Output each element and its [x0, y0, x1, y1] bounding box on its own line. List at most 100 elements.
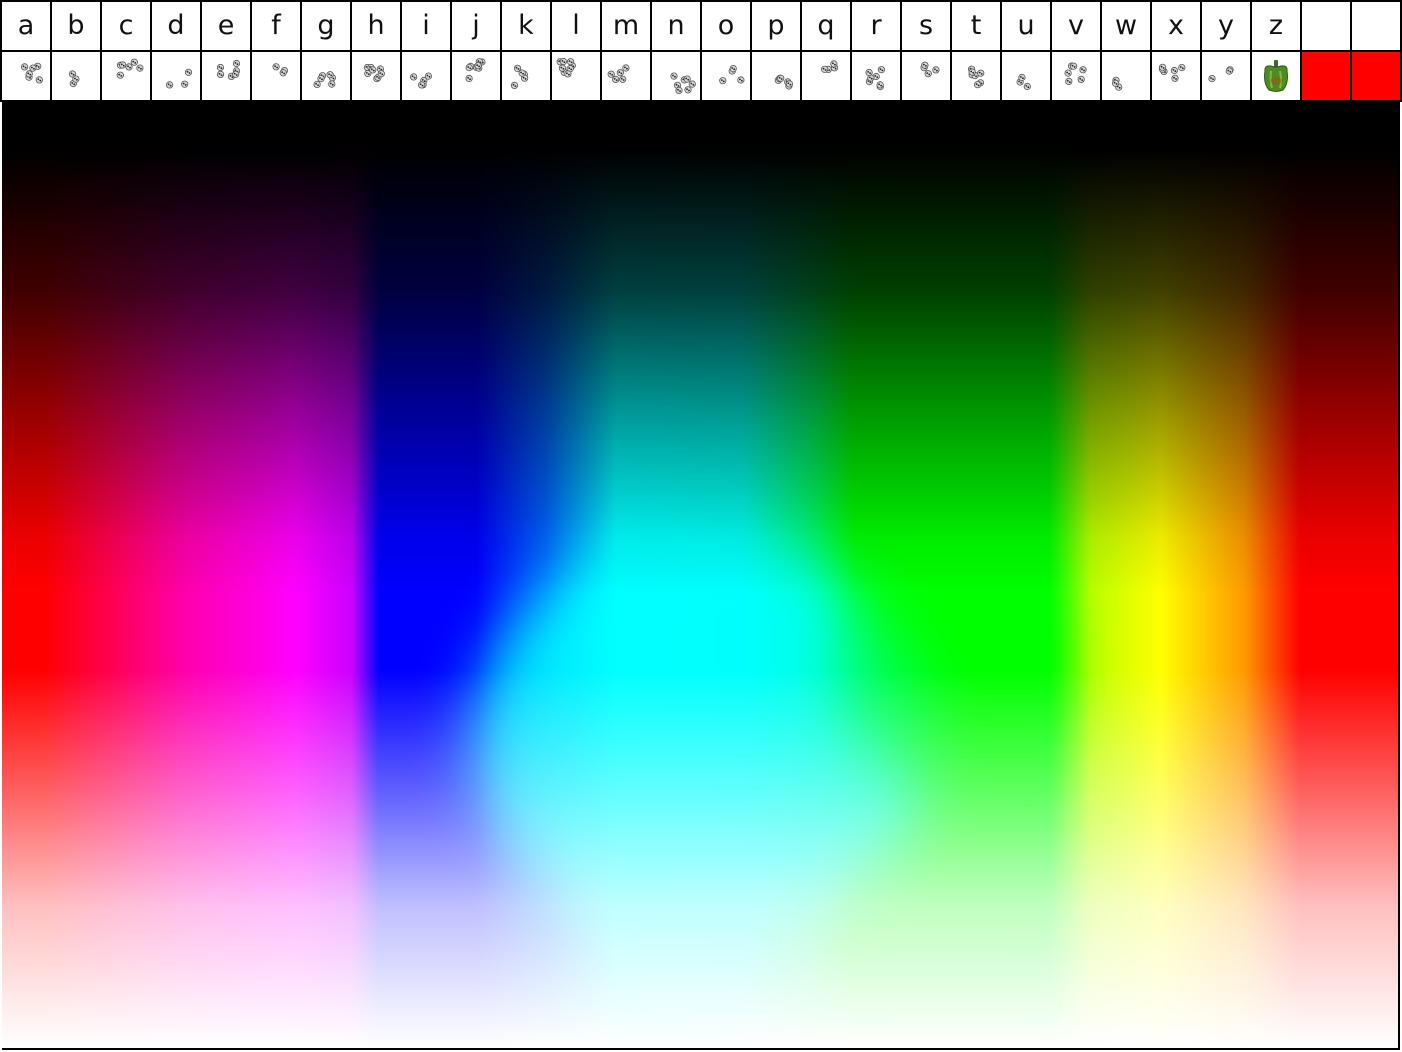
letter-label: y	[1218, 9, 1234, 41]
letter-cell-n[interactable]: n	[652, 2, 702, 52]
red-swatch[interactable]	[1352, 52, 1402, 102]
letter-cell-i[interactable]: i	[402, 2, 452, 52]
glyph-cell[interactable]	[452, 52, 502, 102]
letter-label: e	[217, 9, 235, 41]
glyph-cell[interactable]	[152, 52, 202, 102]
letter-cell-d[interactable]: d	[152, 2, 202, 52]
glyph-cell[interactable]	[352, 52, 402, 102]
glyph-cell[interactable]	[652, 52, 702, 102]
letter-label: w	[1114, 9, 1138, 41]
letter-cell-r[interactable]: r	[852, 2, 902, 52]
glyph-cell[interactable]	[852, 52, 902, 102]
glyph-cell[interactable]	[402, 52, 452, 102]
letter-label: x	[1168, 9, 1184, 41]
glyph-cell[interactable]	[702, 52, 752, 102]
dice-glyph-q	[820, 60, 839, 73]
color-field-canvas[interactable]	[2, 102, 1400, 1050]
letter-cell-w[interactable]: w	[1102, 2, 1152, 52]
letter-cell-a[interactable]: a	[2, 2, 52, 52]
glyph-cell[interactable]	[52, 52, 102, 102]
glyph-cell[interactable]	[1152, 52, 1202, 102]
glyph-cell[interactable]	[202, 52, 252, 102]
empty-cell[interactable]	[1352, 2, 1402, 52]
dice-glyph-d	[166, 68, 193, 89]
pepper-cell[interactable]	[1252, 52, 1302, 102]
red-swatch[interactable]	[1302, 52, 1352, 102]
dice-glyph-r	[865, 66, 885, 91]
letter-cell-p[interactable]: p	[752, 2, 802, 52]
glyph-cell[interactable]	[252, 52, 302, 102]
letter-cell-q[interactable]: q	[802, 2, 852, 52]
dice-glyph-n	[670, 72, 696, 95]
color-gradient-field[interactable]	[2, 102, 1398, 1048]
letter-label: f	[271, 9, 281, 41]
dice-glyph-m	[607, 64, 630, 83]
glyph-cell[interactable]	[902, 52, 952, 102]
glyph-cell[interactable]	[602, 52, 652, 102]
letter-cell-k[interactable]: k	[502, 2, 552, 52]
letter-label: r	[870, 9, 882, 41]
dice-glyph-p	[774, 74, 794, 90]
letter-label: g	[317, 9, 335, 41]
letter-label: a	[17, 9, 35, 41]
glyph-cell[interactable]	[552, 52, 602, 102]
letter-cell-e[interactable]: e	[202, 2, 252, 52]
glyph-cell[interactable]	[1202, 52, 1252, 102]
dice-glyph-u	[1016, 73, 1031, 91]
dice-glyph-c	[116, 58, 144, 79]
dice-glyph-s	[920, 61, 940, 78]
letter-cell-c[interactable]: c	[102, 2, 152, 52]
dice-glyph-v	[1064, 62, 1087, 85]
letter-cell-j[interactable]: j	[452, 2, 502, 52]
letter-label: t	[970, 9, 982, 41]
letter-label: l	[572, 9, 580, 41]
letter-cell-y[interactable]: y	[1202, 2, 1252, 52]
glyph-cell[interactable]	[1002, 52, 1052, 102]
letter-label: h	[367, 9, 385, 41]
glyph-cell[interactable]	[752, 52, 802, 102]
letter-label: u	[1017, 9, 1035, 41]
letter-label: o	[717, 9, 735, 41]
letter-cell-f[interactable]: f	[252, 2, 302, 52]
dice-glyph-y	[1208, 66, 1234, 83]
dice-glyph-t	[968, 65, 985, 89]
letter-label: v	[1068, 9, 1084, 41]
letter-label: j	[472, 9, 480, 41]
letter-cell-m[interactable]: m	[602, 2, 652, 52]
letter-cell-b[interactable]: b	[52, 2, 102, 52]
letter-cell-g[interactable]: g	[302, 2, 352, 52]
letter-cell-x[interactable]: x	[1152, 2, 1202, 52]
glyph-cell[interactable]	[302, 52, 352, 102]
dice-glyph-j	[465, 58, 486, 83]
letter-cell-v[interactable]: v	[1052, 2, 1102, 52]
dice-glyph-e	[216, 59, 241, 80]
dice-glyph-o	[719, 65, 745, 85]
letter-cell-l[interactable]: l	[552, 2, 602, 52]
letter-cell-s[interactable]: s	[902, 2, 952, 52]
glyph-cell[interactable]	[1052, 52, 1102, 102]
letter-label: m	[612, 9, 640, 41]
glyph-cell[interactable]	[502, 52, 552, 102]
letter-cell-h[interactable]: h	[352, 2, 402, 52]
letter-label: b	[67, 9, 85, 41]
dice-glyph-g	[313, 71, 336, 88]
letter-cell-u[interactable]: u	[1002, 2, 1052, 52]
dice-glyph-f	[272, 63, 288, 77]
dice-glyph-h	[363, 63, 385, 83]
glyph-cell[interactable]	[1102, 52, 1152, 102]
letter-label: z	[1268, 9, 1284, 41]
glyph-cell[interactable]	[2, 52, 52, 102]
letter-cell-t[interactable]: t	[952, 2, 1002, 52]
glyph-cell[interactable]	[802, 52, 852, 102]
letter-cell-o[interactable]: o	[702, 2, 752, 52]
dice-glyph-l	[556, 57, 576, 78]
letter-cell-z[interactable]: z	[1252, 2, 1302, 52]
dice-glyph-b	[68, 70, 80, 88]
glyph-cell[interactable]	[102, 52, 152, 102]
glyph-cell[interactable]	[952, 52, 1002, 102]
letter-label: p	[767, 9, 785, 41]
letter-label: d	[167, 9, 185, 41]
letter-label: q	[817, 9, 835, 41]
empty-cell[interactable]	[1302, 2, 1352, 52]
